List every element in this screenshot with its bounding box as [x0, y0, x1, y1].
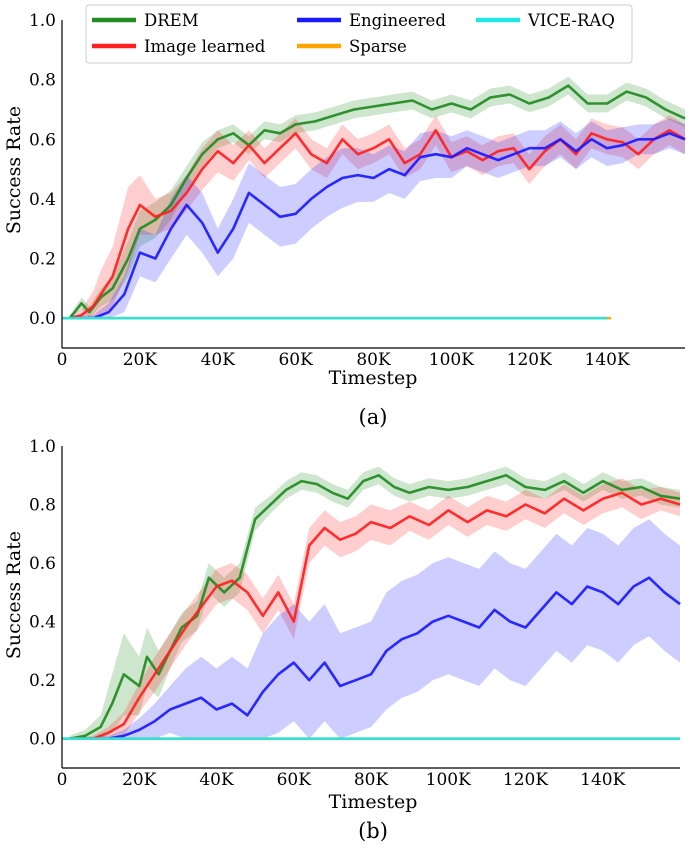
plot-b-x-tick-label: 80K [354, 770, 389, 790]
plot-b-x-tick-label: 100K [426, 770, 471, 790]
plot-a-y-tick-label: 0.8 [29, 71, 56, 91]
plot-b-line-engineered [69, 576, 681, 741]
legend-item-sparse: Sparse [297, 37, 407, 56]
legend-label: Image learned [144, 37, 266, 56]
plot-a-marks [62, 76, 686, 320]
plot-b: 0.0 0.2 0.4 0.6 0.8 1.0 0 20K 40K 60K 80K 100K 120K 1… [3, 437, 681, 843]
plot-b-y-tick-label: 0.0 [29, 730, 56, 750]
plot-a-ylabel: Success Rate [3, 106, 25, 234]
legend: DREM Image learned Engineered Sparse VICE-RA… [85, 4, 633, 64]
plot-b-x-tick-label: 20K [122, 770, 157, 790]
legend-label: DREM [144, 11, 199, 30]
plot-a-line-engineered [69, 132, 686, 320]
legend-item-engineered: Engineered [297, 11, 446, 30]
plot-a-x-tick-label: 60K [278, 350, 313, 370]
legend-label: VICE-RAQ [527, 11, 615, 30]
plot-b-y-tick-label: 1.0 [29, 437, 56, 457]
legend-label: Sparse [349, 37, 407, 56]
plot-a-x-tick-label: 0 [57, 350, 68, 370]
plot-b-marks [62, 466, 681, 741]
plot-a-y-tick-label: 0.2 [29, 250, 56, 270]
plot-a-x-tick-label: 120K [507, 350, 552, 370]
plot-a-caption: (a) [359, 405, 388, 429]
plot-a-y-tick-label: 1.0 [29, 11, 56, 31]
plot-a-y-tick-label: 0.6 [29, 130, 56, 150]
legend-item-image-learned: Image learned [92, 37, 266, 56]
plot-b-band-engineered [69, 519, 680, 739]
plot-a-x-tick-label: 80K [356, 350, 391, 370]
plot-b-axes: 0.0 0.2 0.4 0.6 0.8 1.0 0 20K 40K 60K 80K 100K 120K 1… [29, 437, 680, 790]
plot-a-y-tick-label: 0.4 [29, 190, 56, 210]
plot-b-y-tick-label: 0.2 [29, 671, 56, 691]
legend-label: Engineered [349, 11, 446, 30]
plot-b-xlabel: Timestep [329, 791, 418, 813]
legend-item-drem: DREM [92, 11, 199, 30]
plot-a-x-tick-label: 100K [429, 350, 474, 370]
plot-b-y-tick-label: 0.8 [29, 496, 56, 516]
plot-b-caption: (b) [358, 819, 388, 843]
plot-a-band-engineered [69, 118, 686, 319]
plot-b-ylabel: Success Rate [3, 531, 25, 659]
legend-item-vice-raq: VICE-RAQ [476, 11, 615, 30]
plot-b-x-tick-label: 120K [503, 770, 548, 790]
plot-a-y-tick-label: 0.0 [29, 309, 56, 329]
plot-a: 0.0 0.2 0.4 0.6 0.8 1.0 0 20K 40K 60K 80K 100K 120K 1… [3, 4, 686, 429]
plot-a-x-tick-label: 140K [585, 350, 630, 370]
plot-b-line-image-learned [69, 491, 681, 741]
plot-a-line-drem [68, 84, 686, 320]
plot-b-x-tick-label: 140K [580, 770, 625, 790]
plot-b-line-drem [69, 473, 681, 740]
plot-b-x-tick-label: 0 [57, 770, 68, 790]
plot-b-x-tick-label: 60K [277, 770, 312, 790]
plot-a-x-tick-label: 20K [123, 350, 158, 370]
plot-a-xlabel: Timestep [329, 367, 418, 389]
plot-a-axes: 0.0 0.2 0.4 0.6 0.8 1.0 0 20K 40K 60K 80K 100K 120K 1… [29, 11, 685, 370]
plot-b-x-tick-label: 40K [199, 770, 234, 790]
plot-b-y-tick-label: 0.6 [29, 554, 56, 574]
plot-b-y-tick-label: 0.4 [29, 613, 56, 633]
plot-a-x-tick-label: 40K [201, 350, 236, 370]
